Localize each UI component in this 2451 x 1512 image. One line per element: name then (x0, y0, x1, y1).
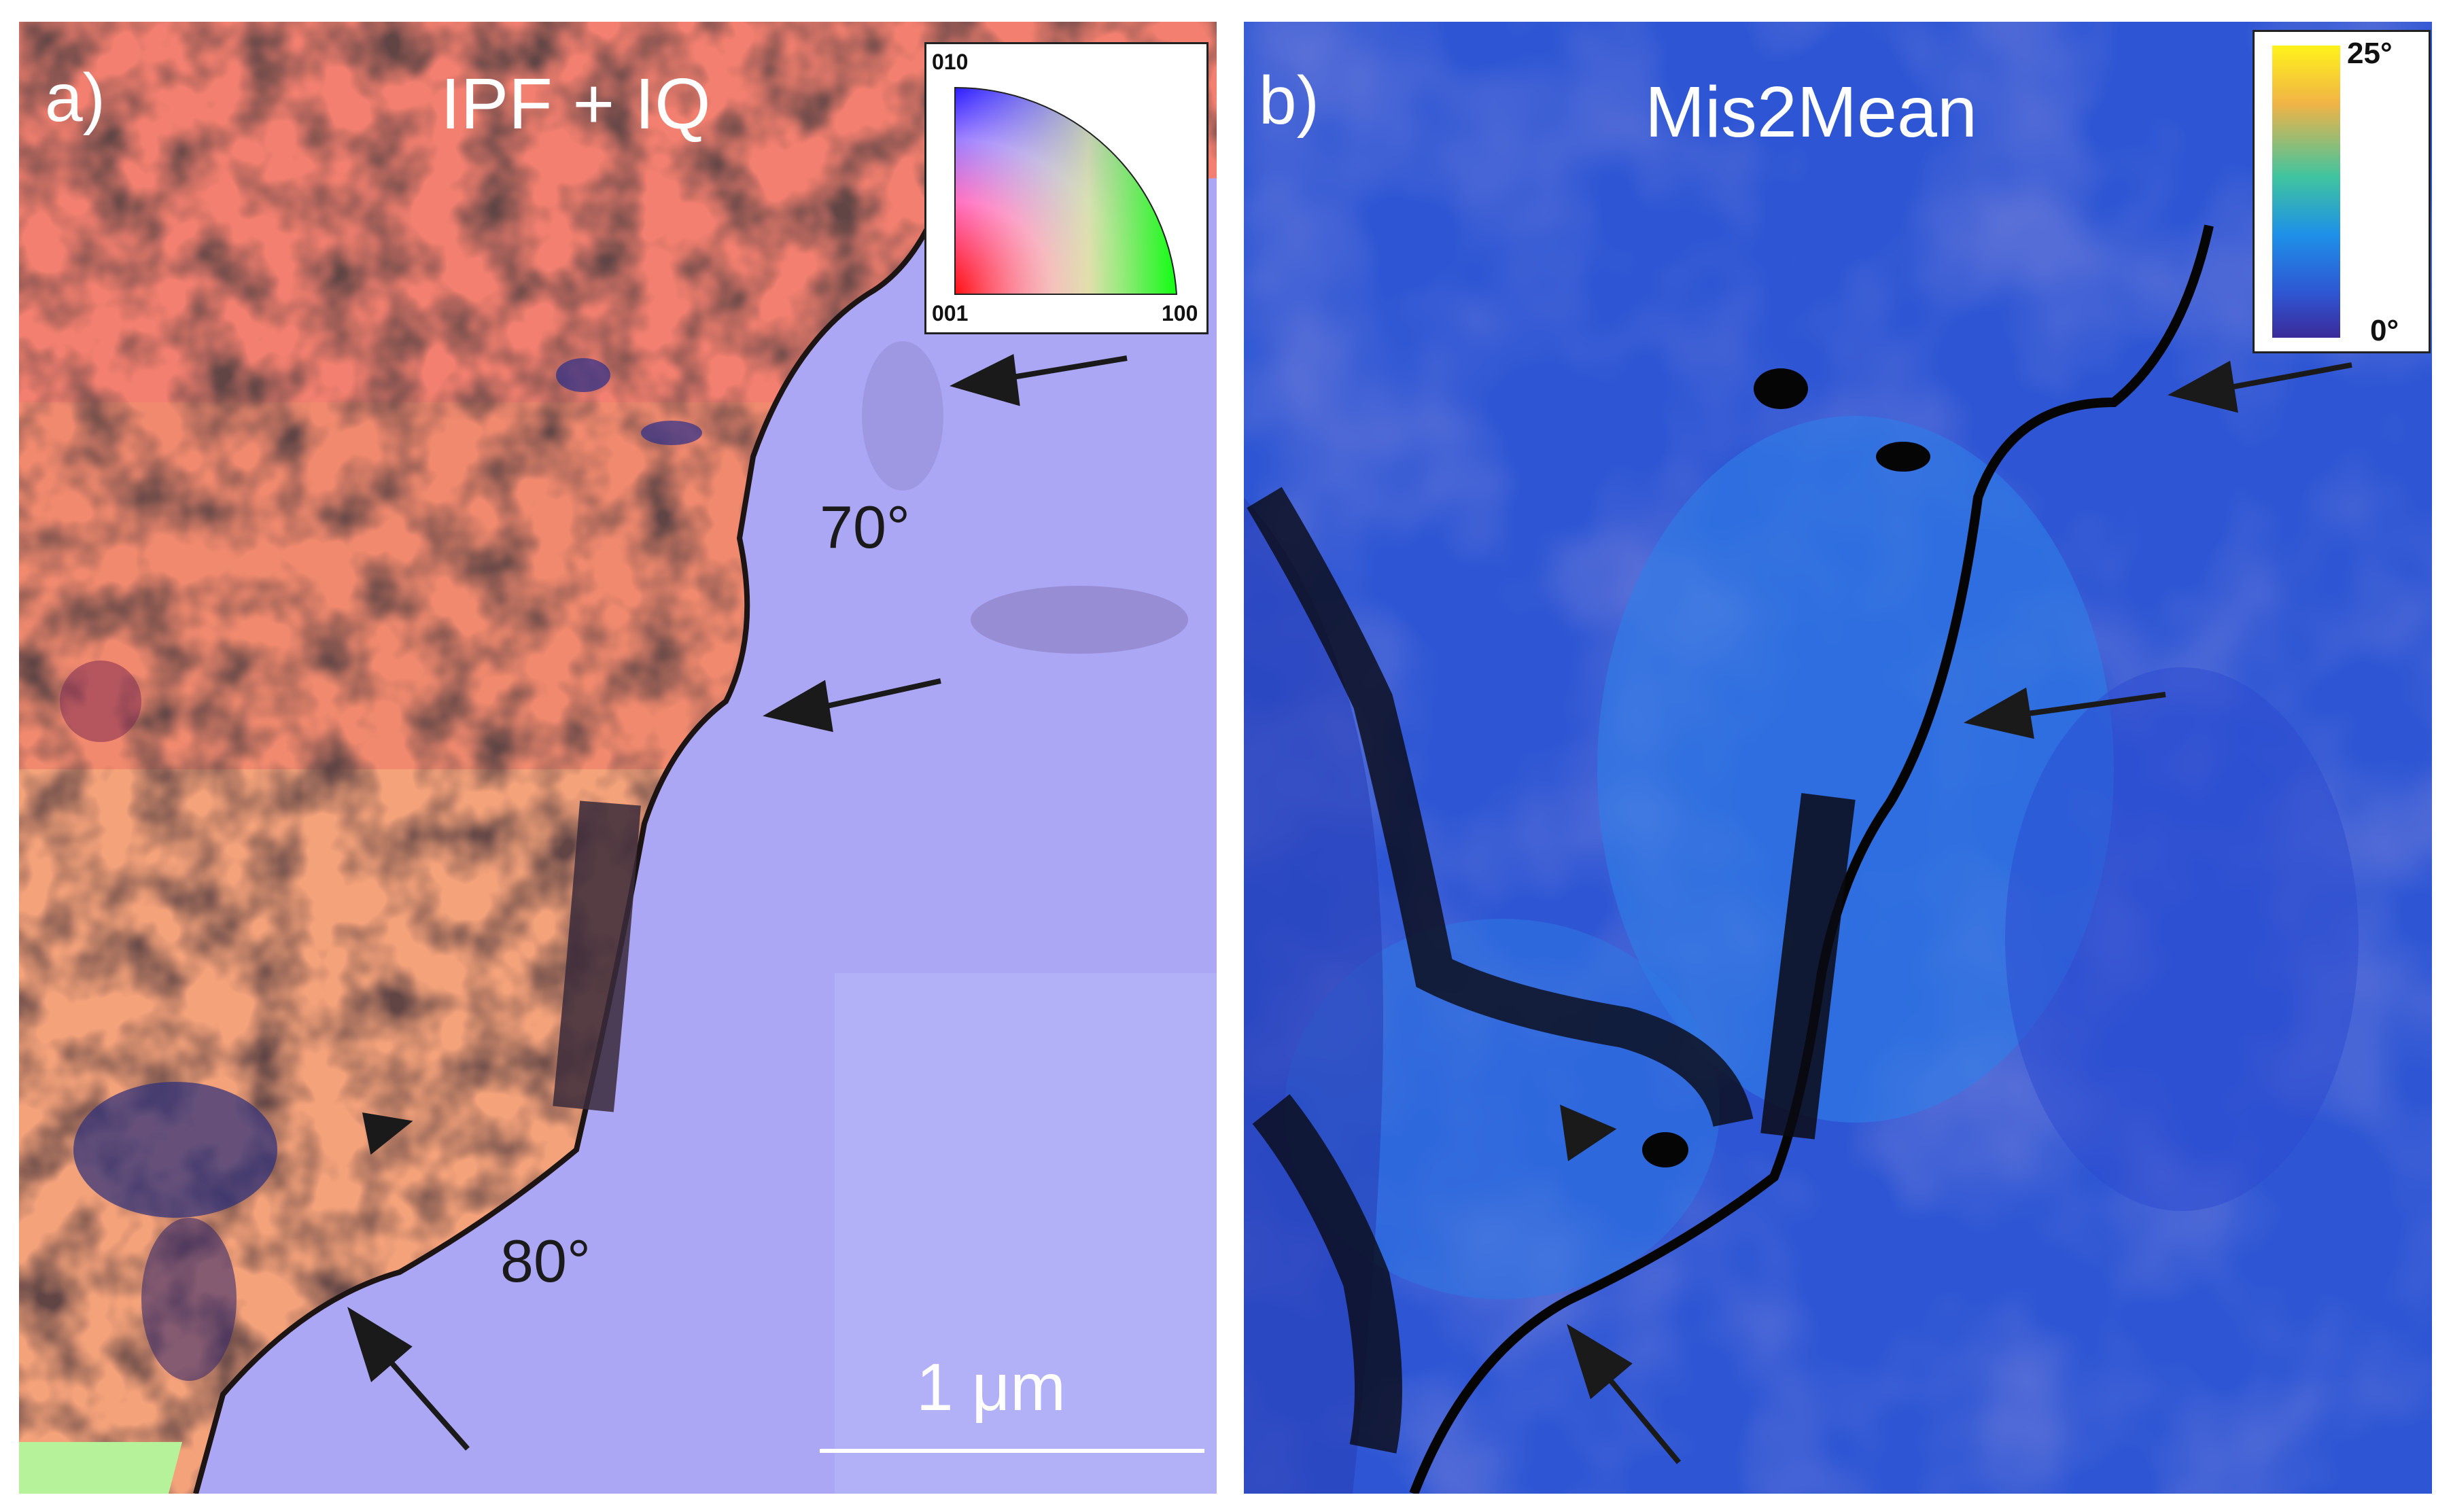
panel-b-title: Mis2Mean (1645, 72, 1977, 152)
boundary-arrows (1560, 360, 2352, 1464)
ipf-legend-010: 010 (932, 50, 969, 74)
mis2mean-map-image (1244, 22, 2432, 1494)
mis2mean-panel: b) Mis2Mean 25° 0° (1244, 22, 2432, 1494)
colorbar-min-label: 0° (2370, 314, 2399, 347)
misorientation-colorbar: 25° 0° (2253, 30, 2431, 353)
ipf-legend-100: 100 (1162, 301, 1198, 326)
colorbar-max-label: 25° (2347, 37, 2393, 70)
panel-b-label: b) (1259, 63, 1319, 139)
panel-a-label: a) (45, 60, 105, 136)
boundary-arrows (347, 353, 1128, 1451)
angle-80-label: 80° (500, 1227, 591, 1295)
angle-70-label: 70° (820, 493, 911, 561)
colorbar-gradient (2272, 46, 2340, 338)
scale-bar (820, 1449, 1204, 1453)
ipf-iq-panel: a) IPF + IQ 010 001 1 (19, 22, 1217, 1494)
ipf-legend-001: 001 (932, 301, 969, 326)
scale-bar-label: 1 μm (916, 1350, 1066, 1424)
ipf-color-key (954, 86, 1178, 295)
ipf-legend: 010 001 100 (924, 42, 1209, 334)
ipf-map-image (19, 22, 1217, 1494)
panel-a-title: IPF + IQ (440, 64, 711, 144)
